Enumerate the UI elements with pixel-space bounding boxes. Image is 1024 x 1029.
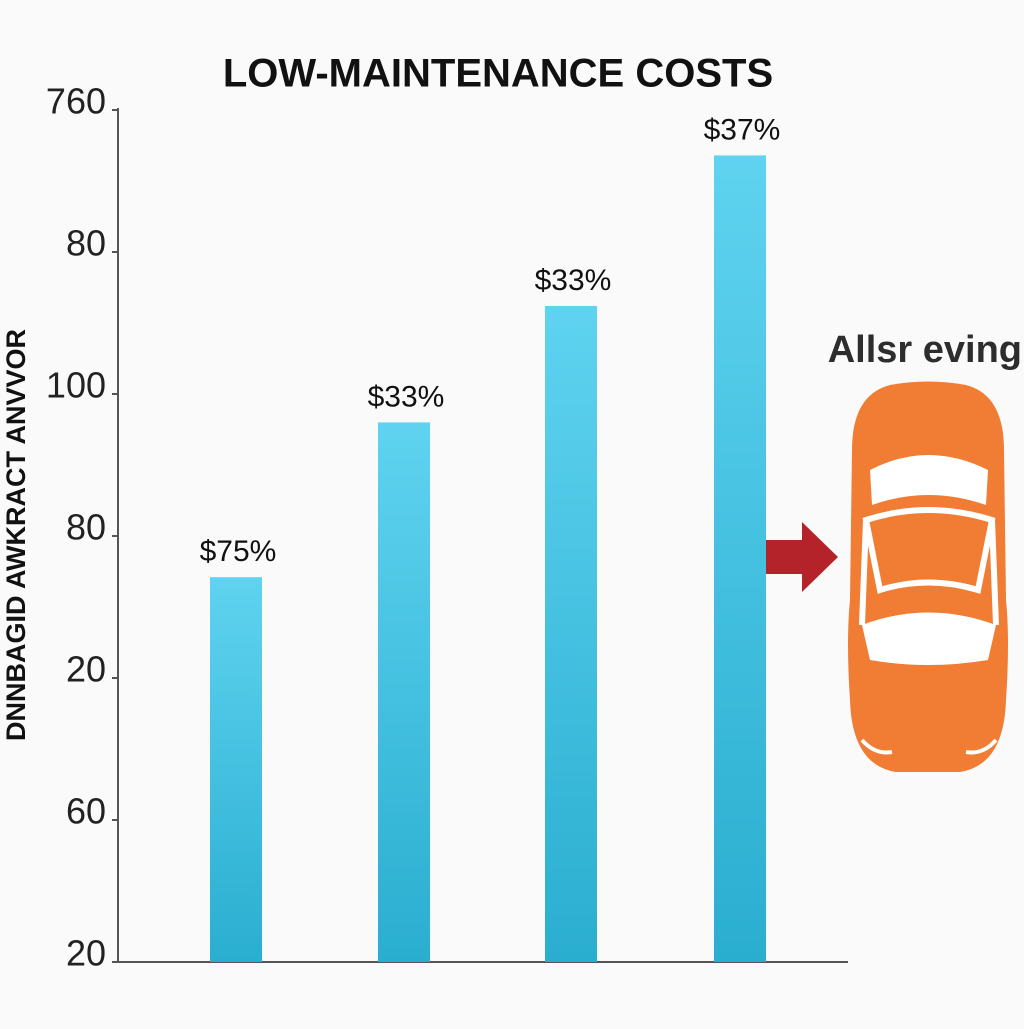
y-tick-label: 100 — [46, 365, 106, 406]
bar — [714, 155, 766, 962]
bar-annotation: $33% — [535, 264, 612, 297]
y-axis-label: DNNBAGID AWKRACT ANVVOR — [1, 329, 31, 741]
y-tick-label: 80 — [66, 223, 106, 264]
y-tick-label: 60 — [66, 791, 106, 832]
side-note: Allsr eving — [828, 329, 1022, 371]
y-tick-label: 20 — [66, 649, 106, 690]
chart-title: LOW-MAINTENANCE COSTS — [223, 52, 773, 96]
bar-annotation: $33% — [368, 380, 445, 413]
y-tick-label: 760 — [46, 81, 106, 122]
bar-annotation: $37% — [704, 113, 781, 146]
bar-annotation: $75% — [200, 535, 277, 568]
car-icon — [848, 381, 1008, 772]
y-tick-label: 80 — [66, 507, 106, 548]
bar — [378, 422, 430, 962]
arrow-icon — [750, 522, 838, 592]
y-tick-label: 20 — [66, 933, 106, 974]
bar — [210, 577, 262, 962]
bar — [545, 305, 597, 963]
